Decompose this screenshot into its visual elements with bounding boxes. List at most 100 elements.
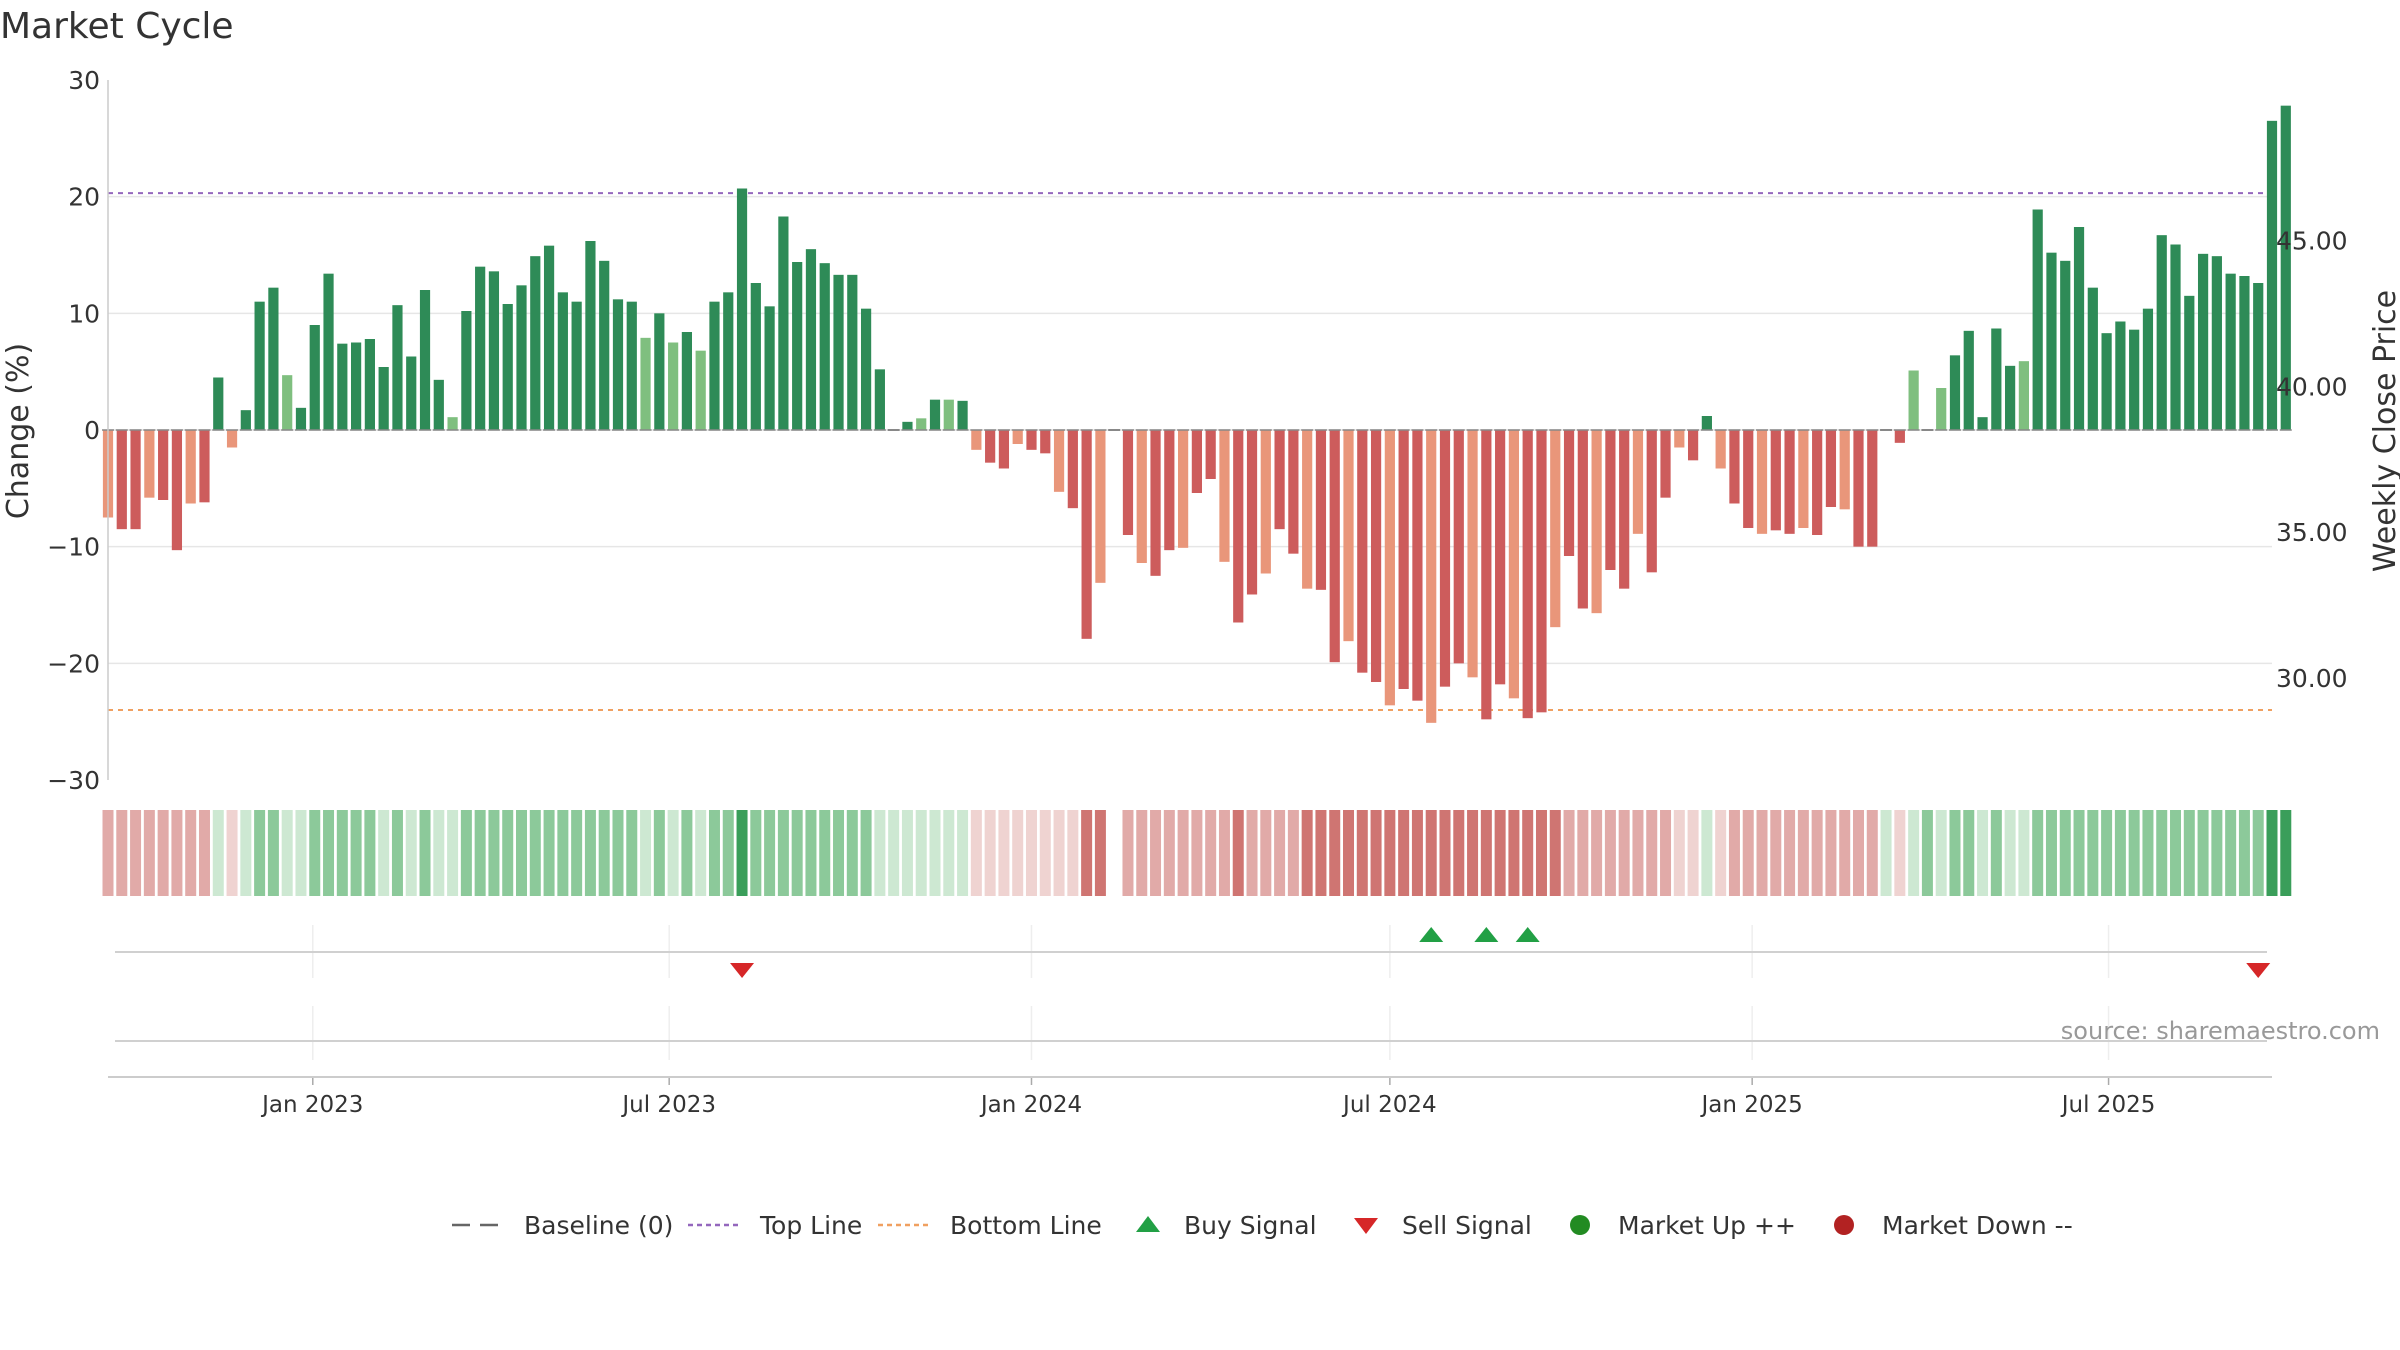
strength-cell: [226, 810, 238, 896]
strength-cell: [1673, 810, 1685, 896]
strength-cell: [143, 810, 155, 896]
strength-cell: [805, 810, 817, 896]
strength-cell: [295, 810, 307, 896]
sell-signal-marker: [730, 963, 755, 978]
strength-cell: [1618, 810, 1630, 896]
strength-cell: [970, 810, 982, 896]
x-tick-label: Jul 2025: [2060, 1092, 2156, 1118]
strength-cell: [846, 810, 858, 896]
strength-cell: [391, 810, 403, 896]
bar: [2266, 120, 2278, 430]
bar: [1412, 430, 1423, 701]
bar: [1095, 430, 1106, 583]
strength-cell: [171, 810, 183, 896]
triangle-up-icon: [1136, 1216, 1160, 1232]
y-tick-label: −10: [47, 533, 100, 562]
y-tick-label: −20: [47, 649, 100, 678]
legend-label: Buy Signal: [1184, 1211, 1317, 1240]
bar: [1687, 430, 1699, 461]
bar: [847, 274, 858, 430]
bar: [985, 430, 996, 463]
bar: [916, 418, 927, 430]
bar: [1067, 430, 1078, 509]
bar: [2156, 235, 2167, 430]
strength-cell: [943, 810, 955, 896]
bar: [2005, 365, 2016, 430]
bar: [530, 256, 541, 430]
bar: [1550, 430, 1561, 628]
bar: [1026, 430, 1037, 450]
bar: [1867, 430, 1878, 547]
bar: [240, 410, 251, 430]
legend-label: Baseline (0): [524, 1211, 673, 1240]
strength-cell: [571, 810, 583, 896]
strength-cell: [364, 810, 376, 896]
strength-cell: [1742, 810, 1754, 896]
strength-cell: [1039, 810, 1051, 896]
strength-cell: [2170, 810, 2182, 896]
bar: [778, 216, 789, 430]
grid-lines: [108, 195, 2272, 1060]
strength-cell: [901, 810, 913, 896]
buy-signal-marker: [1419, 927, 1444, 942]
bar: [1977, 417, 1988, 430]
bar: [1398, 430, 1409, 689]
strength-cell: [736, 810, 748, 896]
strength-cell: [1770, 810, 1782, 896]
strength-cell: [419, 810, 431, 896]
bar: [1246, 430, 1258, 595]
bar: [1646, 430, 1657, 573]
bar: [295, 407, 307, 430]
bar: [1467, 430, 1478, 678]
strength-cell: [2238, 810, 2250, 896]
strength-cell: [777, 810, 789, 896]
x-tick-label: Jan 2024: [979, 1092, 1082, 1118]
reference-lines: [108, 192, 2272, 711]
buy-signal-marker: [1474, 927, 1499, 942]
bar: [2087, 287, 2098, 430]
legend-item: Market Down --: [1834, 1211, 2073, 1240]
strength-cell: [1218, 810, 1230, 896]
strength-cell: [915, 810, 927, 896]
bar: [1453, 430, 1464, 664]
bar: [268, 287, 279, 430]
bar: [681, 332, 693, 430]
y2-tick-label: 30.00: [2276, 664, 2348, 693]
strength-cell: [1081, 810, 1093, 896]
strength-cell: [2280, 810, 2292, 896]
bar: [254, 301, 265, 430]
bar: [2280, 105, 2291, 431]
bar: [488, 271, 500, 430]
strength-cell: [2032, 810, 2044, 896]
bar: [1233, 430, 1244, 623]
strength-cell: [1660, 810, 1672, 896]
strength-cell: [185, 810, 197, 896]
strength-cell: [1246, 810, 1258, 896]
bar: [1522, 430, 1533, 719]
bar: [1040, 430, 1051, 454]
strength-cell: [1356, 810, 1368, 896]
bar-series: [102, 105, 2292, 723]
bar: [695, 350, 706, 430]
x-tick-label: Jul 2023: [620, 1092, 716, 1118]
strength-cell: [1384, 810, 1396, 896]
bar: [447, 417, 458, 430]
legend-label: Sell Signal: [1402, 1211, 1532, 1240]
bar: [902, 421, 913, 430]
bar: [612, 299, 624, 430]
strength-cell: [2128, 810, 2140, 896]
legend-item: Top Line: [688, 1211, 862, 1240]
bar: [723, 292, 734, 430]
strength-cell: [584, 810, 596, 896]
bar: [2073, 227, 2085, 430]
strength-cell: [1852, 810, 1864, 896]
strength-cell: [254, 810, 266, 896]
strength-cell: [1411, 810, 1423, 896]
bar: [2129, 329, 2140, 430]
x-tick-label: Jul 2024: [1341, 1092, 1437, 1118]
strength-cell: [1632, 810, 1644, 896]
bar: [282, 375, 293, 430]
strength-cell: [2018, 810, 2030, 896]
y2-tick-label: 45.00: [2276, 226, 2348, 255]
bar: [1384, 430, 1395, 706]
